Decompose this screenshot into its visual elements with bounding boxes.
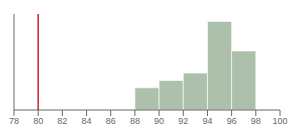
svg-text:96: 96 xyxy=(227,116,237,126)
svg-text:82: 82 xyxy=(57,116,67,126)
svg-text:100: 100 xyxy=(272,116,287,126)
svg-text:90: 90 xyxy=(154,116,164,126)
svg-text:88: 88 xyxy=(130,116,140,126)
svg-text:78: 78 xyxy=(9,116,19,126)
svg-text:80: 80 xyxy=(33,116,43,126)
svg-text:94: 94 xyxy=(202,116,212,126)
svg-text:86: 86 xyxy=(106,116,116,126)
svg-text:84: 84 xyxy=(82,116,92,126)
svg-text:92: 92 xyxy=(178,116,188,126)
svg-text:98: 98 xyxy=(251,116,261,126)
